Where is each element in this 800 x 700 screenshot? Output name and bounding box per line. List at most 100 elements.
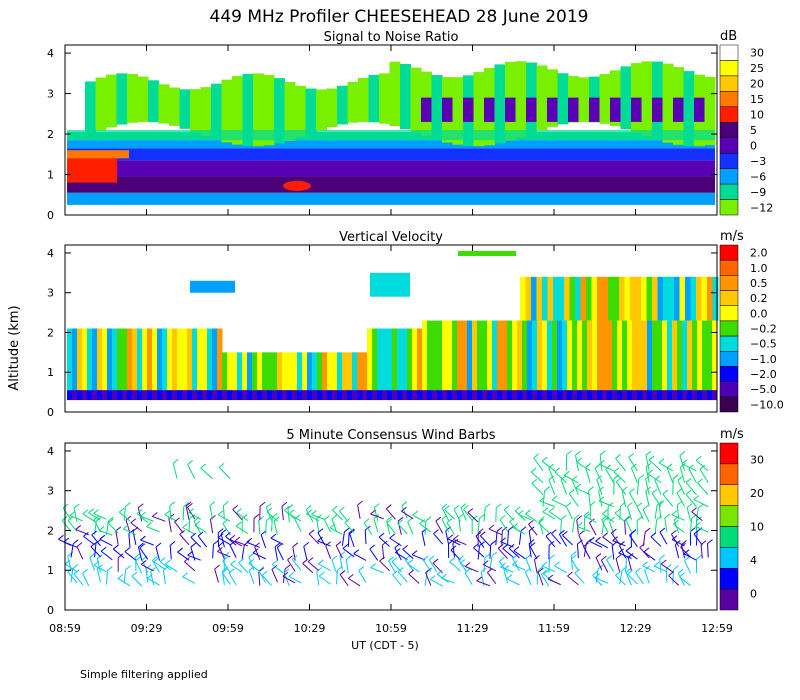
wind-barb-flag — [645, 462, 652, 468]
velocity-cell — [382, 328, 388, 391]
velocity-cell — [202, 328, 208, 391]
velocity-cell — [679, 276, 686, 321]
snr-cell — [148, 80, 159, 123]
colorbar-label: 1.0 — [750, 262, 768, 275]
velocity-cell — [387, 390, 393, 401]
x-tick-labels: 08:59 09:29 09:59 10:29 10:59 11:29 11:59 12:29… — [49, 622, 733, 635]
snr-cell — [379, 73, 390, 124]
wind-barb-flag — [223, 501, 229, 506]
wind-barb — [281, 506, 284, 521]
wind-barb-flag — [590, 500, 596, 506]
wind-barb-flag — [685, 478, 692, 483]
velocity-cell — [242, 390, 248, 401]
wind-barb-flag — [533, 453, 539, 459]
wind-barb-flag — [575, 450, 581, 456]
snr-band — [67, 192, 715, 205]
velocity-cell — [377, 390, 383, 401]
velocity-cell — [382, 390, 388, 401]
velocity-cell — [212, 328, 218, 391]
snr-band — [67, 130, 715, 141]
velocity-cell — [547, 390, 553, 401]
panel-field — [58, 450, 713, 587]
wind-barb-flag — [294, 514, 301, 520]
wind-barb-flag — [369, 544, 376, 550]
wind-barb — [294, 518, 302, 532]
snr-cell — [221, 79, 233, 143]
wind-barb — [615, 458, 626, 472]
colorbar-swatch — [719, 259, 739, 276]
wind-barb-flag — [482, 560, 489, 565]
velocity-cell — [297, 352, 303, 391]
wind-barb — [248, 556, 255, 571]
wind-barb — [392, 574, 402, 586]
wind-barb-flag — [538, 516, 545, 522]
wind-barb — [576, 461, 591, 472]
colorbar-swatch — [719, 75, 739, 92]
wind-barb-flag — [672, 474, 679, 480]
wind-barb — [125, 519, 131, 534]
wind-barb — [473, 547, 485, 558]
velocity-cell — [612, 320, 618, 391]
wind-barb-flag — [402, 544, 408, 550]
wind-barb-flag — [159, 557, 166, 563]
wind-barb-flag — [401, 501, 408, 507]
wind-barb-flag — [218, 462, 225, 468]
wind-barb — [347, 532, 350, 547]
wind-barb-flag — [140, 511, 146, 517]
wind-barb-flag — [453, 505, 460, 510]
wind-barb-flag — [696, 516, 702, 522]
velocity-cell — [497, 320, 503, 391]
velocity-cell — [237, 390, 243, 401]
colorbar-label: 25 — [750, 62, 764, 75]
velocity-cell — [297, 390, 303, 401]
wind-barb-flag — [422, 555, 429, 561]
wind-barb — [642, 565, 656, 573]
colorbar-unit: dB — [720, 29, 737, 44]
velocity-cell — [232, 390, 238, 401]
wind-barb — [659, 531, 668, 545]
wind-barb-flag — [73, 569, 80, 575]
wind-barb-flag — [282, 571, 289, 577]
wind-barb-flag — [471, 515, 478, 521]
wind-barb-flag — [209, 501, 216, 507]
snr-cell — [127, 74, 138, 123]
wind-barb — [441, 577, 455, 584]
velocity-cell — [597, 320, 603, 391]
wind-barb-flag — [488, 524, 495, 530]
snr-cell — [358, 78, 369, 122]
wind-barb-flag — [344, 527, 350, 533]
wind-barb-flag — [479, 514, 485, 519]
wind-barb-flag — [594, 573, 601, 579]
wind-barb-flag — [177, 547, 183, 553]
velocity-cell — [558, 276, 565, 321]
wind-barb-flag — [609, 516, 615, 522]
velocity-cell — [347, 352, 353, 391]
velocity-cell — [427, 320, 433, 391]
wind-barb-flag — [150, 567, 156, 572]
wind-barb-flag — [671, 529, 677, 535]
wind-barb-flag — [131, 571, 138, 577]
velocity-cell — [252, 352, 258, 391]
velocity-cell — [647, 390, 653, 401]
wind-barb — [229, 538, 243, 547]
velocity-cell — [142, 390, 148, 401]
velocity-cell — [701, 276, 708, 321]
wind-barb — [287, 559, 296, 572]
wind-barb-flag — [699, 464, 706, 470]
velocity-cell — [462, 390, 468, 401]
wind-barb-flag — [520, 526, 527, 532]
wind-barb — [209, 505, 214, 520]
wind-barb — [453, 509, 461, 523]
wind-barb-flag — [554, 561, 560, 567]
wind-barb — [61, 520, 72, 532]
velocity-cell — [657, 276, 664, 321]
wind-barb-flag — [76, 542, 83, 547]
wind-barb-flag — [673, 565, 679, 570]
wind-barb-flag — [72, 539, 79, 545]
wind-barb-flag — [683, 549, 690, 555]
wind-barb — [188, 512, 202, 520]
velocity-cell — [707, 390, 713, 401]
velocity-cell — [712, 390, 718, 401]
wind-barb-flag — [679, 451, 686, 456]
velocity-cell — [532, 320, 538, 391]
